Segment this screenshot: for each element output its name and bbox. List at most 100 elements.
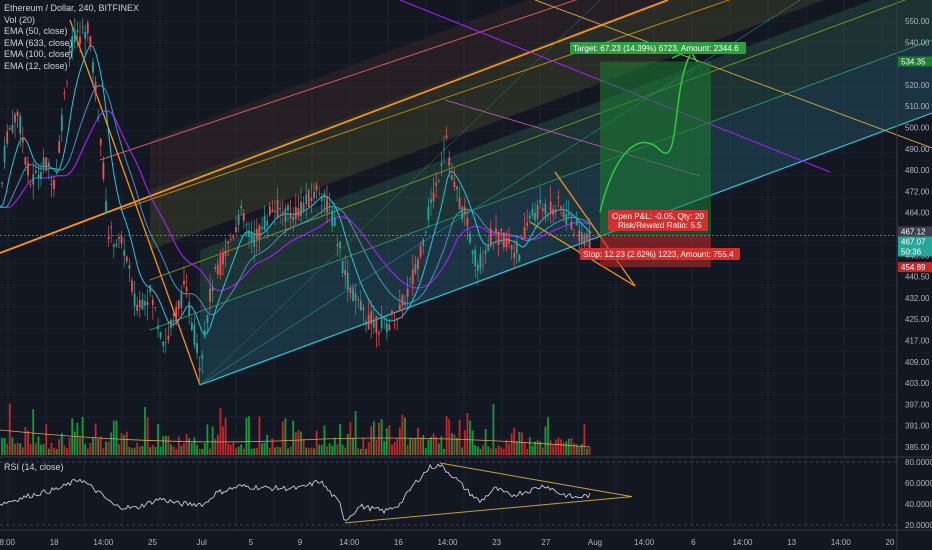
volume-bar (133, 447, 136, 455)
volume-bar (417, 427, 419, 455)
volume-bar (224, 417, 227, 455)
candle-body (185, 287, 188, 292)
volume-bar (274, 447, 276, 455)
candle-body (466, 217, 469, 226)
price-axis-label: 440.50 (905, 273, 930, 282)
candle-body (419, 245, 422, 257)
volume-bar (164, 435, 167, 455)
volume-bar (534, 441, 536, 455)
candle-body (266, 221, 269, 226)
time-axis-label: 20 (886, 538, 895, 547)
candle-body (159, 332, 162, 338)
price-marker (898, 246, 932, 257)
candle-body (60, 115, 63, 131)
volume-bar (443, 448, 445, 455)
candle-body (118, 237, 120, 239)
candle-body (242, 213, 245, 221)
volume-bar (510, 433, 513, 455)
candle-body (380, 317, 383, 329)
volume-bar (136, 442, 139, 455)
indicator-ema-50: EMA (50, close) (4, 26, 68, 36)
volume-bar (6, 443, 9, 455)
candle-body (89, 36, 92, 46)
candle-body (575, 219, 578, 226)
volume-bar (474, 445, 477, 455)
price-axis-label: 490.00 (905, 145, 930, 154)
candle-body (172, 314, 175, 317)
candle-body (170, 319, 172, 329)
volume-bar (188, 438, 191, 455)
candle-body (112, 244, 115, 248)
candle-body (3, 145, 6, 163)
candle-body (489, 228, 492, 246)
volume-bar (505, 440, 508, 455)
price-marker-label: 467.12 (901, 227, 926, 236)
volume-bar (107, 441, 110, 455)
candle-body (292, 217, 295, 221)
candle-body (471, 250, 474, 255)
candle-body (578, 230, 581, 242)
volume-bar (560, 439, 562, 455)
candle-body (479, 253, 482, 269)
candle-body (232, 236, 235, 238)
price-axis-label: 385.00 (905, 443, 930, 452)
volume-bar (47, 448, 50, 455)
volume-bar (92, 437, 94, 455)
candle-body (396, 317, 399, 320)
candle-body (284, 208, 287, 222)
volume-bar (362, 438, 365, 455)
candle-body (19, 116, 22, 134)
candle-body (411, 269, 414, 284)
candle-body (53, 179, 55, 189)
candle-body (206, 314, 209, 324)
pitchfork-line (119, 0, 731, 211)
volume-bar (268, 447, 271, 455)
volume-bar (146, 417, 149, 455)
candle-body (183, 280, 185, 285)
volume-bar (526, 448, 529, 455)
candle-body (554, 209, 557, 213)
candle-body (128, 264, 131, 269)
volume-bar (242, 448, 245, 455)
candle-body (521, 238, 523, 240)
trendline (69, 19, 201, 386)
time-axis-label: 14:00 (634, 538, 655, 547)
candle-body (138, 300, 141, 308)
candle-body (409, 278, 412, 280)
candle-body (180, 291, 183, 308)
rr-label: Risk/Reward Ratio: 5.5 (618, 221, 702, 230)
volume-bar (42, 444, 45, 455)
candle-body (141, 299, 144, 310)
candle-body (224, 250, 227, 257)
time-axis-label: 18:00 (0, 538, 16, 547)
candle-body (344, 270, 347, 276)
volume-bar (159, 446, 162, 455)
volume-bar (565, 441, 568, 455)
candle-body (367, 315, 370, 330)
candle-body (534, 212, 536, 221)
volume-bar (500, 447, 503, 455)
candle-body (27, 162, 29, 176)
volume-bar (250, 448, 253, 455)
volume-bar (253, 448, 256, 455)
candle-body (203, 330, 206, 338)
candle-body (570, 221, 573, 230)
rsi-label: RSI (14, close) (4, 462, 64, 472)
candle-body (253, 235, 256, 247)
volume-bar (521, 432, 523, 455)
candle-body (388, 324, 391, 331)
volume-bar (128, 447, 131, 455)
candle-body (445, 135, 448, 138)
candle-body (79, 36, 81, 45)
volume-bar (432, 433, 435, 455)
candle-body (177, 300, 180, 309)
volume-bar (401, 414, 404, 455)
volume-bar (586, 448, 588, 455)
candle-body (71, 36, 74, 53)
volume-bar (123, 435, 126, 455)
time-axis-label: 14:00 (93, 538, 114, 547)
time-axis-label: 14:00 (437, 538, 458, 547)
volume-bar (55, 448, 58, 455)
time-axis-label: 9 (298, 538, 303, 547)
